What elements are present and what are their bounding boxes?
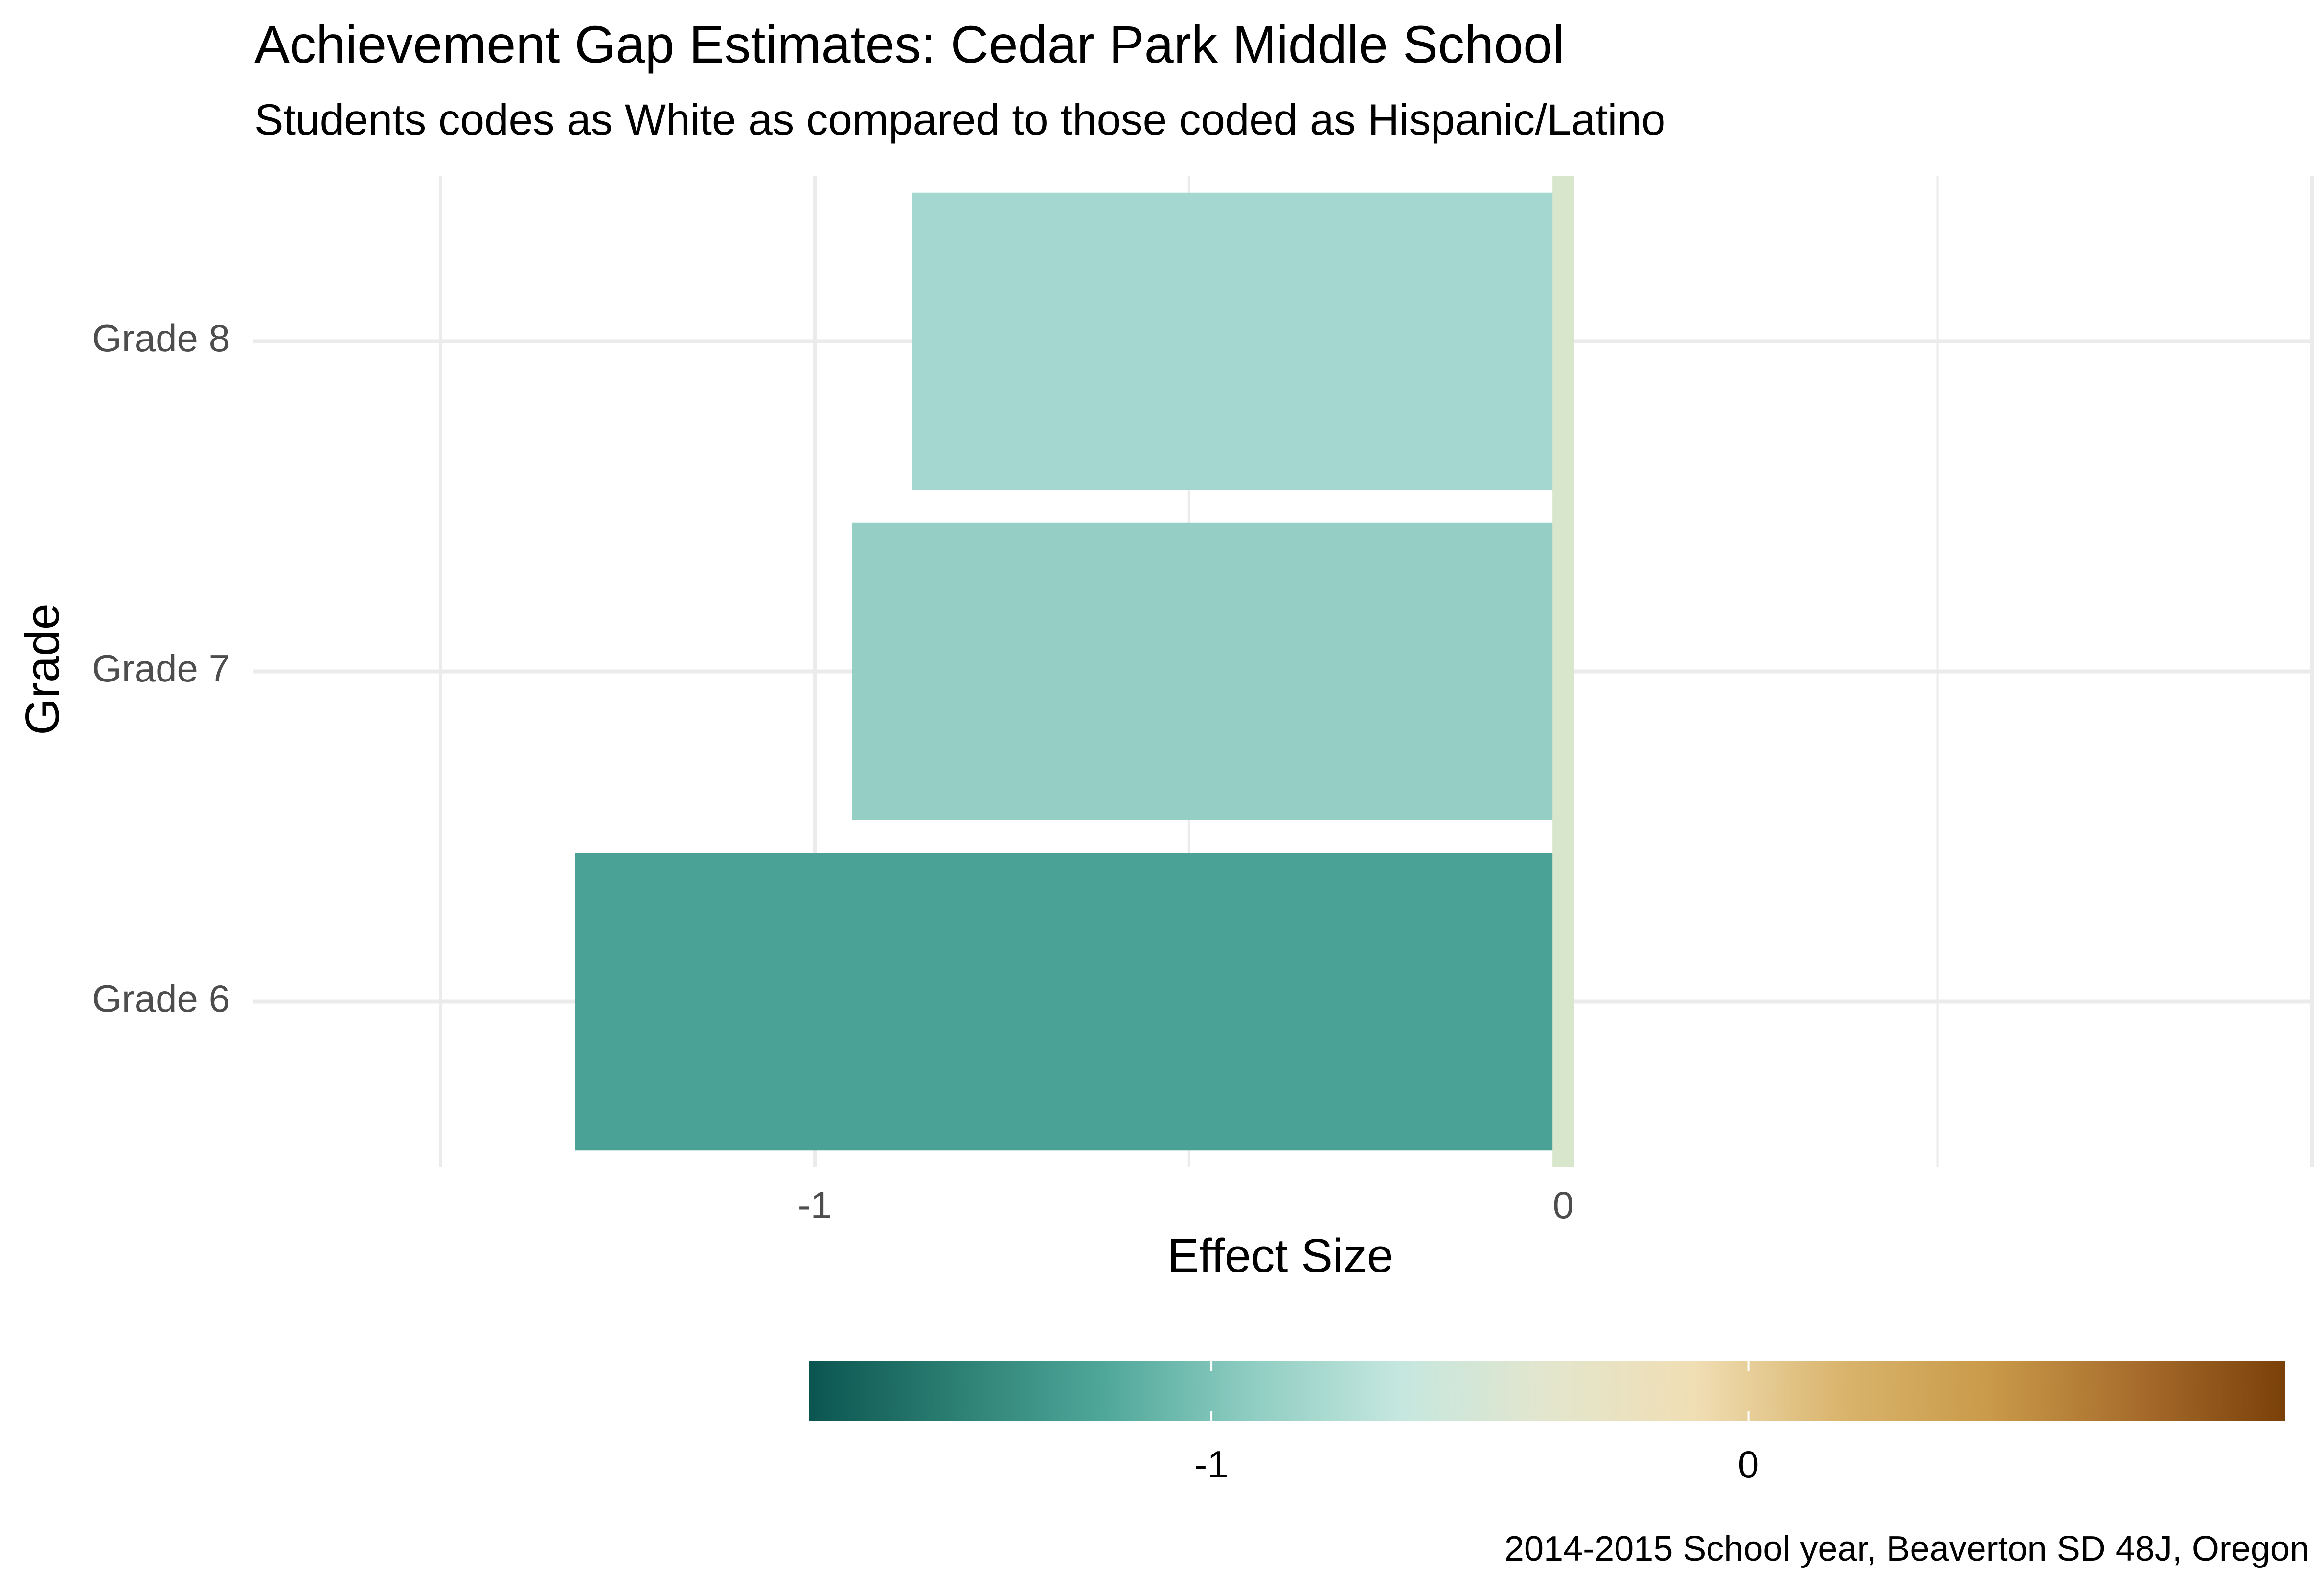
colorbar xyxy=(809,1361,2285,1421)
x-tick-labels: -1 0 xyxy=(798,1183,1574,1227)
bars-layer xyxy=(575,176,1574,1167)
bar-grade-8 xyxy=(912,192,1564,490)
y-tick-label: Grade 8 xyxy=(92,317,230,360)
colorbar-tick-label: -1 xyxy=(1194,1443,1228,1486)
x-tick-label: 0 xyxy=(1552,1183,1573,1227)
x-tick-label: -1 xyxy=(798,1183,832,1227)
y-tick-labels: Grade 6 Grade 7 Grade 8 xyxy=(92,317,230,1020)
y-axis-label: Grade xyxy=(16,603,69,735)
y-tick-label: Grade 7 xyxy=(92,647,230,690)
chart-subtitle: Students codes as White as compared to t… xyxy=(254,95,1665,144)
bar-grade-6 xyxy=(575,853,1564,1151)
colorbar-tick-label: 0 xyxy=(1738,1443,1759,1486)
colorbar-legend: -1 0 xyxy=(809,1361,2285,1486)
zero-reference-line xyxy=(1552,176,1574,1167)
chart-title: Achievement Gap Estimates: Cedar Park Mi… xyxy=(254,15,1564,74)
chart-caption: 2014-2015 School year, Beaverton SD 48J,… xyxy=(1504,1529,2309,1568)
y-tick-label: Grade 6 xyxy=(92,977,230,1020)
bar-grade-7 xyxy=(852,522,1564,820)
x-axis-label: Effect Size xyxy=(1167,1229,1393,1282)
